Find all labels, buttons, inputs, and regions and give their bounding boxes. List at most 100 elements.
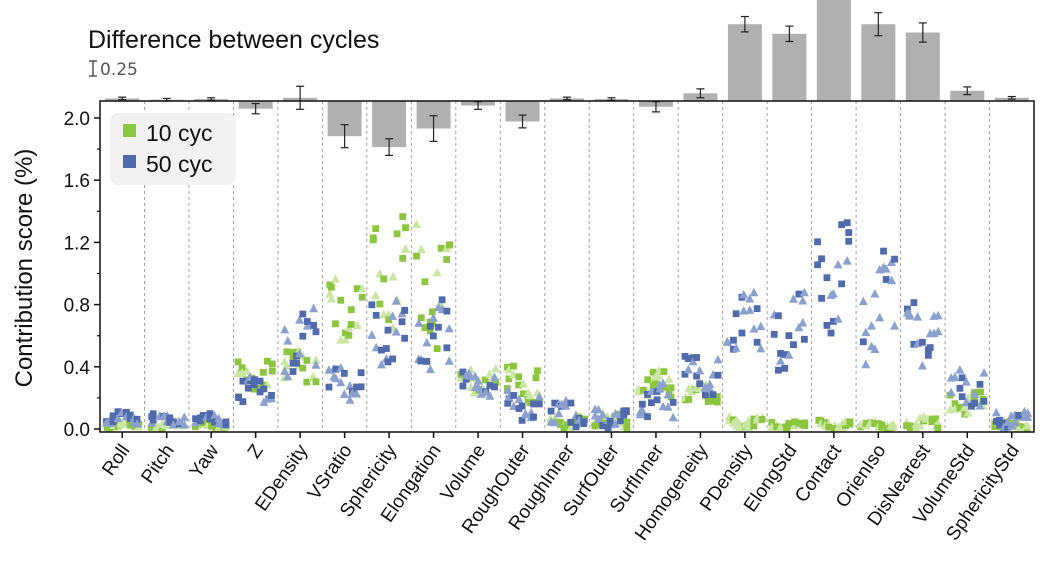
- data-point: [859, 338, 867, 346]
- difference-bar: [905, 32, 940, 101]
- data-point: [210, 410, 220, 420]
- data-point: [730, 336, 737, 344]
- data-point: [340, 334, 350, 344]
- difference-bar: [950, 90, 985, 101]
- data-point: [357, 283, 367, 293]
- data-point: [510, 362, 517, 370]
- data-point: [530, 413, 537, 421]
- data-point: [222, 418, 230, 426]
- data-point: [739, 306, 749, 315]
- data-point: [393, 230, 401, 238]
- data-point: [867, 321, 877, 330]
- data-point: [1004, 423, 1012, 431]
- data-point: [554, 408, 564, 418]
- data-point: [845, 229, 853, 236]
- data-point: [649, 368, 657, 376]
- data-point: [838, 280, 846, 288]
- data-point: [663, 402, 673, 411]
- data-point: [534, 367, 541, 375]
- data-point: [326, 294, 336, 303]
- data-point: [238, 364, 246, 372]
- data-point: [784, 350, 794, 359]
- data-point: [795, 290, 803, 298]
- data-point: [709, 397, 716, 405]
- data-point: [384, 358, 392, 366]
- data-point: [775, 422, 785, 432]
- data-point: [667, 384, 675, 392]
- data-point: [683, 364, 693, 374]
- data-point: [739, 289, 749, 299]
- data-point: [437, 244, 445, 252]
- data-point: [166, 414, 174, 422]
- data-point: [658, 378, 668, 388]
- data-point: [616, 417, 624, 425]
- data-point: [599, 422, 607, 430]
- data-point: [1010, 417, 1020, 427]
- difference-bar: [816, 0, 851, 102]
- data-point: [770, 330, 778, 338]
- legend-label-10cyc: 10 cyc: [146, 120, 212, 146]
- data-point: [622, 408, 630, 416]
- data-point: [910, 299, 918, 307]
- data-point: [492, 378, 500, 386]
- y-tick-label: 2.0: [64, 109, 90, 130]
- data-point: [980, 397, 988, 405]
- data-point: [469, 388, 479, 397]
- data-point: [345, 331, 353, 339]
- data-point: [250, 376, 258, 384]
- data-point: [421, 278, 429, 286]
- data-point: [311, 360, 321, 369]
- data-point: [179, 420, 189, 429]
- data-point: [311, 355, 321, 364]
- data-point: [905, 311, 915, 320]
- data-point: [206, 410, 214, 418]
- data-point: [299, 310, 307, 318]
- data-point: [331, 373, 341, 383]
- data-point: [303, 357, 311, 364]
- data-point: [685, 396, 693, 403]
- data-point: [206, 415, 214, 423]
- data-point: [518, 402, 526, 410]
- data-point: [347, 321, 355, 328]
- data-point: [481, 387, 491, 396]
- legend: 10 cyc 50 cyc: [110, 113, 236, 185]
- data-point: [534, 391, 544, 401]
- data-point: [357, 369, 365, 377]
- data-point: [289, 348, 297, 356]
- data-point: [654, 371, 664, 380]
- data-point: [775, 366, 782, 374]
- data-point: [147, 424, 155, 431]
- data-point: [246, 377, 254, 385]
- data-point: [946, 387, 956, 397]
- data-point: [890, 321, 900, 330]
- data-point: [109, 412, 117, 420]
- data-point: [781, 351, 789, 358]
- data-point: [705, 383, 715, 393]
- data-point: [280, 324, 290, 334]
- data-point: [829, 318, 837, 325]
- data-point: [749, 287, 759, 297]
- data-point: [799, 287, 809, 297]
- data-point: [473, 376, 483, 385]
- data-point: [640, 386, 647, 394]
- data-point: [955, 365, 965, 374]
- data-point: [417, 357, 425, 365]
- x-tick-label: Z: [244, 441, 268, 463]
- data-point: [713, 393, 721, 400]
- data-point: [283, 336, 293, 345]
- data-point: [915, 421, 925, 430]
- data-point: [561, 401, 571, 410]
- data-point: [924, 351, 932, 359]
- data-point: [260, 385, 268, 393]
- x-tick-label: Yaw: [186, 441, 224, 482]
- data-point: [336, 377, 346, 387]
- data-point: [861, 359, 871, 369]
- data-point: [235, 393, 243, 401]
- data-point: [289, 355, 297, 363]
- data-point: [443, 307, 451, 315]
- data-point: [464, 371, 474, 380]
- legend-box: [110, 113, 236, 185]
- data-point: [402, 224, 409, 232]
- data-point: [398, 318, 406, 326]
- data-point: [283, 371, 293, 381]
